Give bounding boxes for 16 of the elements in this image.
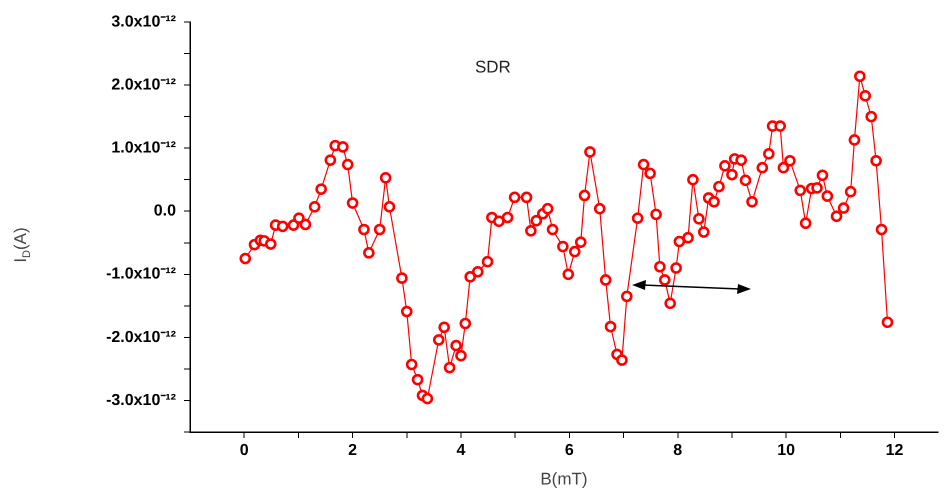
x-tick-label: 0 — [240, 442, 249, 460]
y-tick-label: 1.0x10⁻¹² — [111, 140, 176, 157]
x-tick-label: 10 — [777, 442, 796, 460]
y-tick-label: 2.0x10⁻¹² — [111, 76, 176, 94]
x-tick-label: 8 — [673, 442, 682, 460]
y-tick-label: -3.0x10⁻¹² — [106, 392, 176, 409]
x-tick-label: 2 — [348, 442, 358, 460]
x-tick-label: 4 — [456, 442, 466, 460]
x-axis-title: B(mT) — [540, 469, 588, 488]
x-tick-label: 12 — [886, 442, 904, 460]
y-tick-label: 0.0 — [154, 202, 176, 220]
y-tick-label: -1.0x10⁻¹² — [106, 266, 176, 283]
y-tick-label: -2.0x10⁻¹² — [106, 328, 176, 346]
annotation: SDR — [474, 58, 511, 77]
x-tick-label: 6 — [564, 442, 574, 460]
y-tick-label: 3.0x10⁻¹² — [111, 13, 176, 30]
